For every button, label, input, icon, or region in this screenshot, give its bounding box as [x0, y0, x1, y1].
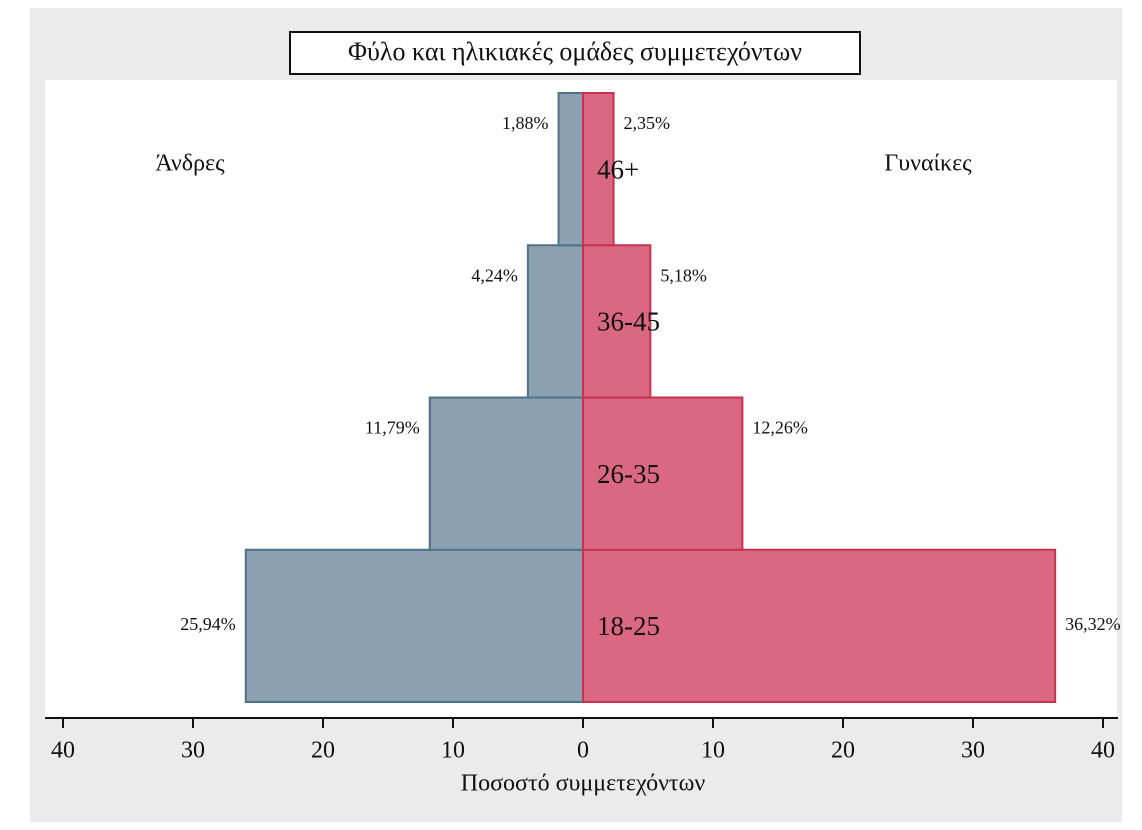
value-label: 25,94% [180, 614, 236, 634]
value-label: 12,26% [752, 418, 808, 438]
x-tick-label: 20 [311, 738, 335, 764]
x-tick-label: 20 [831, 738, 855, 764]
title-box [289, 31, 861, 75]
bar [582, 92, 615, 247]
x-tick-label: 10 [701, 738, 725, 764]
value-label: 36,32% [1065, 614, 1121, 634]
value-label: 4,24% [471, 265, 518, 285]
value-label: 11,79% [365, 418, 420, 438]
x-tick-label: 30 [181, 738, 205, 764]
legend-label: Άνδρες [155, 151, 225, 177]
bar [582, 548, 1057, 703]
x-tick-label: 40 [1091, 738, 1115, 764]
bar [557, 92, 584, 247]
x-tick-label: 40 [51, 738, 75, 764]
value-label: 1,88% [502, 113, 549, 133]
category-label: 36-45 [597, 307, 660, 337]
bar [582, 244, 652, 399]
chart-title: Φύλο και ηλικιακές ομάδες συμμετεχόντων [348, 37, 802, 66]
x-tick-label: 10 [441, 738, 465, 764]
x-axis-label: Ποσοστό συμμετεχόντων [461, 771, 706, 797]
bar [582, 396, 744, 551]
x-tick-label: 30 [961, 738, 985, 764]
x-tick-label: 0 [577, 738, 589, 764]
value-label: 5,18% [660, 265, 707, 285]
bar [244, 548, 584, 703]
value-label: 2,35% [624, 113, 671, 133]
category-label: 46+ [597, 154, 639, 184]
bar [526, 244, 585, 399]
category-label: 26-35 [597, 459, 660, 489]
bar [428, 396, 585, 551]
category-label: 18-25 [597, 611, 660, 641]
legend-label: Γυναίκες [884, 151, 972, 177]
